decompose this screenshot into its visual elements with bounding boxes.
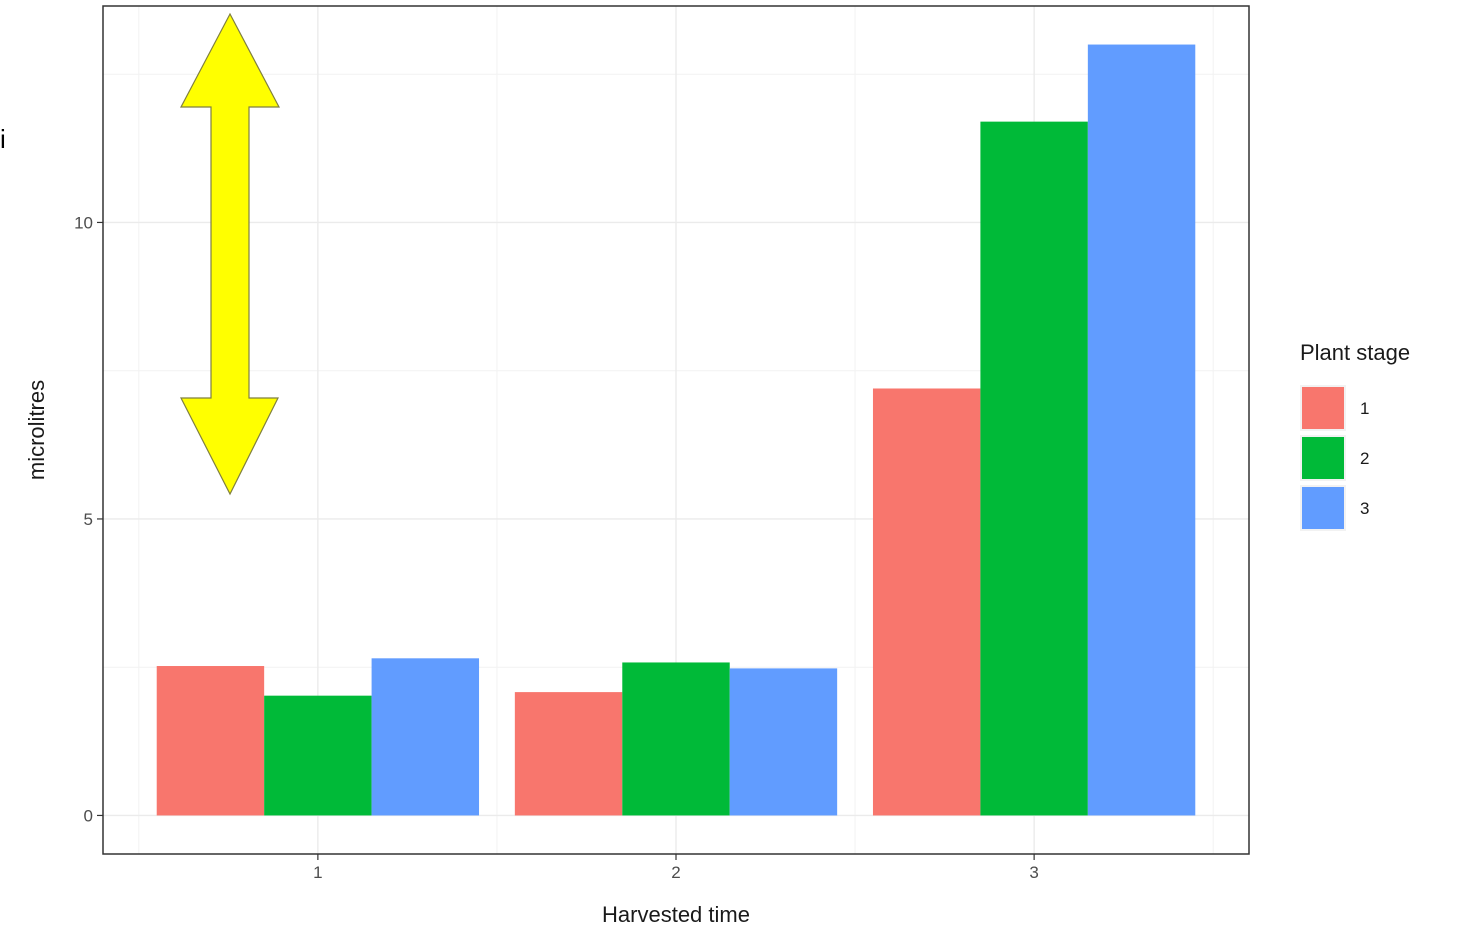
legend-swatch-2 bbox=[1302, 437, 1344, 479]
double-arrow-shape bbox=[180, 12, 280, 496]
y-tick-label: 0 bbox=[84, 806, 93, 825]
legend: Plant stage 1 2 3 bbox=[1300, 340, 1410, 531]
legend-title: Plant stage bbox=[1300, 340, 1410, 365]
double-arrow-annotation bbox=[180, 12, 280, 496]
bar-2-series-3 bbox=[729, 668, 838, 816]
bar-3-series-3 bbox=[1087, 44, 1196, 816]
y-tick-label: 5 bbox=[84, 510, 93, 529]
x-tick-label: 1 bbox=[313, 863, 322, 882]
x-axis-title: Harvested time bbox=[602, 902, 750, 927]
x-tick-label: 2 bbox=[671, 863, 680, 882]
y-axis-title: microlitres bbox=[24, 380, 49, 480]
y-tick-label: 10 bbox=[74, 213, 93, 232]
y-axis: 0 5 10 bbox=[74, 213, 103, 825]
bar-1-series-2 bbox=[264, 695, 372, 816]
bar-1-series-1 bbox=[156, 666, 265, 816]
stray-text: i bbox=[0, 124, 6, 154]
legend-swatch-1 bbox=[1302, 387, 1344, 429]
legend-label-1: 1 bbox=[1360, 399, 1369, 418]
bar-3-series-1 bbox=[872, 388, 981, 816]
legend-swatch-3 bbox=[1302, 487, 1344, 529]
bar-1-series-3 bbox=[371, 658, 480, 816]
bar-2-series-2 bbox=[622, 662, 730, 816]
bar-3-series-2 bbox=[980, 121, 1088, 816]
x-tick-label: 3 bbox=[1029, 863, 1038, 882]
x-axis: 1 2 3 bbox=[313, 854, 1039, 882]
legend-label-2: 2 bbox=[1360, 449, 1369, 468]
bar-2-series-1 bbox=[514, 692, 623, 816]
legend-label-3: 3 bbox=[1360, 499, 1369, 518]
bars-group bbox=[156, 44, 1196, 816]
